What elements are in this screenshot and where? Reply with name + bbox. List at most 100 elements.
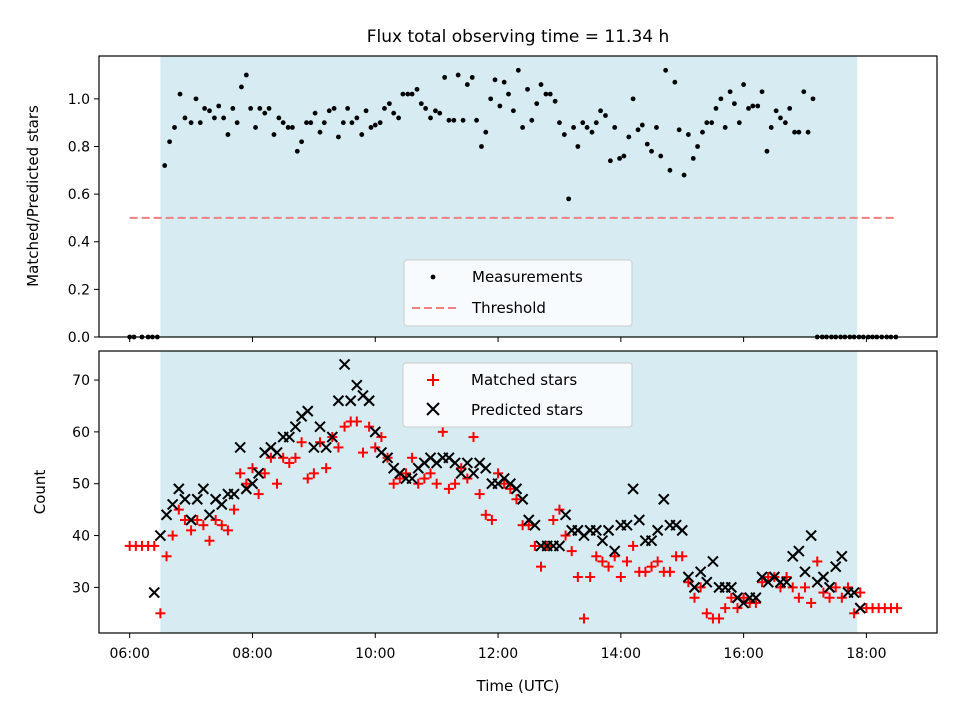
count-marks [124, 358, 903, 624]
measurement-point [479, 144, 484, 149]
predicted-star-point [344, 395, 357, 407]
predicted-star-point [320, 441, 332, 454]
predicted-star-point [608, 545, 621, 557]
measurement-point [167, 139, 173, 145]
predicted-star-point [246, 477, 259, 490]
measurement-point [400, 91, 406, 97]
matched-star-point [664, 566, 675, 577]
measurement-point [414, 86, 420, 92]
matched-star-point [781, 572, 792, 583]
measurement-point [538, 82, 544, 87]
measurement-point [372, 122, 378, 128]
matched-star-point [339, 421, 350, 432]
predicted-star-point [621, 519, 633, 531]
matched-star-point [849, 608, 860, 619]
measurement-point [177, 91, 183, 97]
predicted-star-point [228, 488, 240, 500]
matched-star-point [818, 587, 829, 598]
predicted-star-point [326, 431, 338, 443]
predicted-star-point [289, 420, 302, 433]
legend-matched-label: Matched stars [471, 371, 577, 389]
measurement-point [212, 115, 217, 121]
matched-star-point [247, 463, 258, 474]
matched-star-point [683, 577, 694, 588]
measurement-point [257, 105, 263, 111]
predicted-star-point [854, 602, 866, 614]
measurement-point [685, 132, 691, 137]
ratio-legend: Measurements Threshold [403, 259, 633, 327]
predicted-star-point [590, 524, 602, 537]
count-x-ticks: 06:00 08:00 10:00 12:00 14:00 16:00 18:00 [110, 633, 887, 662]
measurement-point [345, 105, 351, 111]
matched-star-point [615, 572, 626, 583]
matched-star-point [800, 582, 811, 593]
predicted-star-point [369, 426, 381, 438]
matched-star-point [357, 447, 368, 458]
measurement-point [285, 125, 291, 130]
predicted-star-point [780, 576, 793, 588]
ratio-y-tick-label: 0.2 [68, 282, 90, 298]
count-y-tick-label: 70 [72, 373, 90, 389]
predicted-star-point [829, 560, 842, 573]
measurement-point [221, 115, 227, 121]
measurement-point [584, 125, 590, 130]
matched-star-point [787, 582, 798, 593]
matched-star-point [714, 613, 725, 624]
matched-star-point [597, 556, 608, 567]
matched-star-point [394, 473, 405, 484]
measurement-point [639, 122, 645, 128]
measurement-point [382, 105, 387, 111]
measurement-point [225, 132, 231, 137]
count-y-tick-label: 50 [72, 477, 90, 493]
matched-star-point [738, 592, 749, 603]
measurement-point [727, 89, 733, 95]
matched-star-point [806, 597, 817, 608]
matched-star-point [554, 504, 565, 515]
matched-star-point [443, 483, 454, 494]
measurement-point [501, 79, 507, 85]
predicted-star-point [148, 586, 160, 599]
matched-star-point [229, 504, 240, 515]
matched-star-point [474, 489, 485, 500]
measurement-point [188, 120, 194, 126]
matched-star-point [155, 608, 166, 619]
matched-star-point [793, 592, 804, 603]
count-panel: 30 40 50 60 70 06:00 08:00 10:00 12:00 14:00 16:0… [31, 350, 938, 695]
measurement-point [709, 120, 715, 126]
measurement-point [304, 120, 309, 126]
predicted-star-point [510, 483, 523, 495]
matched-star-point [855, 587, 866, 598]
predicted-star-point [166, 498, 179, 511]
matched-star-point [609, 551, 620, 562]
matched-star-point [480, 509, 491, 520]
x-tick-label: 18:00 [846, 646, 886, 662]
matched-star-point [892, 603, 903, 614]
measurement-point [782, 120, 788, 126]
measurement-point [405, 91, 411, 97]
matched-star-point [493, 468, 504, 479]
measurement-point [294, 148, 300, 154]
matched-star-point [161, 551, 172, 562]
measurement-point [464, 82, 470, 87]
predicted-star-point [602, 524, 615, 537]
predicted-star-point [203, 509, 216, 521]
predicted-star-point [627, 483, 639, 495]
measurement-point [207, 108, 212, 114]
predicted-star-point [694, 566, 707, 578]
predicted-star-point [302, 405, 314, 417]
measurement-point [248, 105, 254, 111]
measurement-point [182, 115, 188, 121]
matched-star-point [400, 468, 411, 479]
measurement-point [474, 117, 479, 123]
predicted-star-point [805, 529, 817, 542]
measurement-point [778, 115, 783, 121]
measurement-point [575, 144, 581, 149]
ratio-y-axis-label: Matched/Predicted stars [24, 105, 42, 287]
matched-star-point [351, 416, 362, 427]
matched-star-point [536, 561, 547, 572]
ratio-marks [127, 67, 899, 340]
matched-star-point [812, 556, 823, 567]
count-y-tick-label: 30 [72, 580, 90, 596]
measurement-point [172, 125, 177, 130]
matched-star-point [560, 530, 571, 541]
